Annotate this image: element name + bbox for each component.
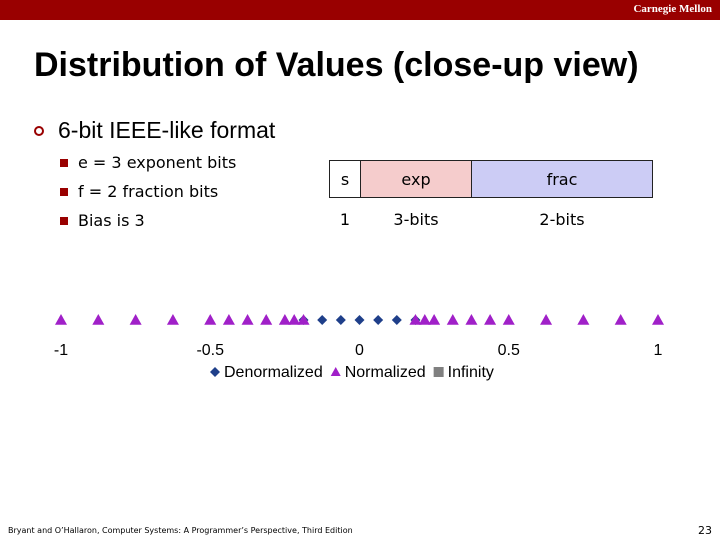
denormalized-point bbox=[335, 315, 346, 325]
tick-label: 1 bbox=[654, 342, 663, 359]
sub-bullet-text: e = 3 exponent bits bbox=[78, 153, 237, 172]
normalized-point bbox=[540, 314, 553, 325]
denormalized-point bbox=[317, 315, 328, 325]
normalized-point bbox=[465, 314, 478, 325]
square-bullet-icon bbox=[60, 158, 68, 167]
frac-field: frac bbox=[471, 160, 653, 198]
institution-name: Carnegie Mellon bbox=[633, 3, 712, 15]
normalized-point bbox=[297, 314, 310, 325]
normalized-point bbox=[166, 314, 179, 325]
normalized-point bbox=[260, 314, 273, 325]
normalized-point bbox=[222, 314, 235, 325]
square-bullet-icon bbox=[60, 187, 68, 196]
sub-bullet-list: e = 3 exponent bits f = 2 fraction bits … bbox=[60, 148, 236, 235]
tick-label: -1 bbox=[54, 342, 68, 359]
tick-label: -0.5 bbox=[196, 342, 224, 359]
header-bar: Carnegie Mellon bbox=[0, 0, 720, 20]
normalized-point bbox=[418, 314, 431, 325]
exp-field: exp bbox=[360, 160, 472, 198]
denormalized-point bbox=[391, 315, 402, 325]
sub-bullet-text: Bias is 3 bbox=[78, 211, 145, 230]
normalized-point bbox=[502, 314, 515, 325]
tick-label: 0.5 bbox=[498, 342, 520, 359]
normalized-point bbox=[204, 314, 217, 325]
normalized-point bbox=[428, 314, 441, 325]
tick-label: 0 bbox=[355, 342, 364, 359]
legend-normalized-icon bbox=[330, 367, 341, 376]
normalized-point bbox=[577, 314, 590, 325]
citation: Bryant and O’Hallaron, Computer Systems:… bbox=[8, 526, 353, 535]
denormalized-point bbox=[354, 315, 365, 325]
page-number: 23 bbox=[698, 524, 712, 537]
normalized-point bbox=[652, 314, 664, 325]
legend-denormalized-icon bbox=[210, 367, 220, 377]
main-bullet-text: 6-bit IEEE-like format bbox=[58, 117, 276, 143]
sub-bullet: f = 2 fraction bits bbox=[60, 177, 236, 206]
slide-title: Distribution of Values (close-up view) bbox=[34, 46, 639, 84]
sign-bits-label: 1 bbox=[339, 210, 351, 229]
sub-bullet: Bias is 3 bbox=[60, 206, 236, 235]
normalized-point bbox=[288, 314, 301, 325]
value-distribution-chart: -1 -0.5 0 0.5 1 Denormalized Normalized Infinit… bbox=[54, 314, 664, 381]
legend-label: Denormalized bbox=[224, 364, 323, 381]
normalized-point bbox=[446, 314, 459, 325]
normalized-point bbox=[129, 314, 142, 325]
sub-bullet: e = 3 exponent bits bbox=[60, 148, 236, 177]
normalized-point bbox=[484, 314, 497, 325]
normalized-point bbox=[614, 314, 627, 325]
square-bullet-icon bbox=[60, 216, 68, 225]
sub-bullet-text: f = 2 fraction bits bbox=[78, 182, 219, 201]
normalized-point bbox=[278, 314, 291, 325]
circle-bullet-icon bbox=[34, 126, 44, 136]
frac-bits-label: 2-bits bbox=[539, 210, 585, 229]
denormalized-point bbox=[373, 315, 384, 325]
main-bullet: 6-bit IEEE-like format bbox=[34, 117, 275, 144]
normalized-point bbox=[409, 314, 422, 325]
normalized-point bbox=[55, 314, 67, 325]
normalized-point bbox=[92, 314, 105, 325]
sign-field: s bbox=[329, 160, 361, 198]
legend-infinity-icon bbox=[433, 367, 444, 377]
normalized-point bbox=[241, 314, 254, 325]
legend-label: Normalized bbox=[345, 364, 426, 381]
exp-bits-label: 3-bits bbox=[393, 210, 439, 229]
legend-label: Infinity bbox=[448, 364, 494, 381]
